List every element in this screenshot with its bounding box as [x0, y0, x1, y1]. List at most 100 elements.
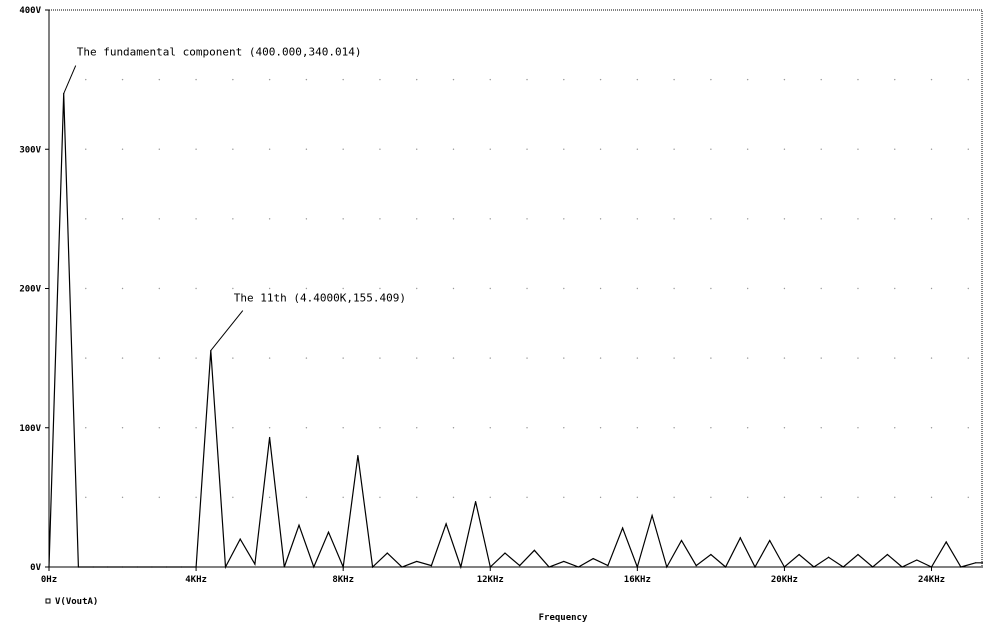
- grid-dot: [195, 148, 197, 150]
- data-point: [975, 562, 977, 564]
- grid-dot: [526, 496, 528, 499]
- x-tick-label: 12KHz: [477, 575, 504, 585]
- data-point: [445, 523, 447, 525]
- grid-dot: [452, 148, 455, 150]
- grid-dot: [305, 427, 308, 429]
- data-point: [195, 566, 197, 568]
- data-point: [754, 566, 756, 568]
- grid-dot: [967, 78, 969, 81]
- data-point: [827, 556, 830, 558]
- grid-dot: [416, 427, 418, 429]
- grid-dot: [379, 218, 381, 220]
- grid-dot: [894, 496, 896, 499]
- data-point: [783, 566, 786, 568]
- data-point: [695, 565, 697, 567]
- grid-dot: [85, 287, 87, 290]
- data-point: [724, 566, 727, 568]
- grid-dot: [894, 427, 896, 429]
- data-point: [666, 566, 668, 568]
- grid-dot: [967, 287, 969, 290]
- data-point: [224, 566, 227, 568]
- grid-dot: [489, 148, 491, 150]
- data-point: [401, 566, 403, 568]
- data-point: [121, 566, 124, 568]
- grid-dot: [930, 357, 933, 359]
- grid-dot: [563, 218, 565, 220]
- grid-dot: [121, 357, 124, 359]
- data-point: [872, 566, 874, 568]
- data-point: [298, 524, 300, 526]
- grid-dot: [158, 496, 161, 499]
- grid-dot: [636, 496, 639, 499]
- data-point: [636, 566, 638, 568]
- grid-dot: [967, 427, 969, 429]
- grid-dot: [452, 496, 455, 499]
- data-point: [474, 500, 477, 503]
- grid-dot: [673, 218, 675, 220]
- grid-dot: [820, 357, 822, 359]
- grid-dot: [85, 357, 87, 359]
- grid-dot: [967, 218, 969, 220]
- grid-dot: [416, 357, 418, 359]
- grid-dot: [452, 357, 455, 359]
- grid-dot: [783, 287, 786, 290]
- grid-dot: [857, 287, 859, 290]
- data-point: [136, 566, 138, 568]
- y-tick-label: 100V: [19, 424, 41, 434]
- data-point: [710, 553, 712, 556]
- grid-dot: [894, 218, 896, 220]
- data-point: [460, 566, 462, 568]
- grid-dot: [673, 496, 675, 499]
- grid-dot: [158, 218, 161, 220]
- grid-dot: [710, 148, 712, 150]
- data-point: [254, 563, 256, 565]
- grid-dot: [857, 357, 859, 359]
- grid-dot: [232, 496, 234, 499]
- grid-dot: [636, 287, 639, 290]
- data-point: [769, 539, 771, 542]
- grid-dot: [121, 78, 124, 81]
- grid-dot: [452, 427, 455, 429]
- data-point: [651, 514, 653, 517]
- grid-dot: [783, 218, 786, 220]
- grid-dot: [746, 218, 749, 220]
- y-tick-label: 0V: [30, 563, 41, 573]
- grid-dot: [305, 218, 308, 220]
- grid-dot: [599, 218, 602, 220]
- x-axis-label: Frequency: [539, 613, 588, 623]
- data-point: [886, 553, 888, 556]
- grid-dot: [268, 357, 271, 359]
- grid-dot: [673, 287, 675, 290]
- axis-ticks: 0Hz 4KHz 8KHz 12KHz 16KHz 20KHz 24KHz 0V 100V 200…: [19, 6, 983, 585]
- grid-dot: [746, 427, 749, 429]
- data-point: [930, 566, 933, 568]
- grid-dot: [489, 218, 491, 220]
- data-point: [960, 566, 962, 568]
- grid-dot: [416, 218, 418, 220]
- grid-dot: [636, 78, 639, 81]
- grid-dot: [342, 427, 344, 429]
- grid-dot: [636, 427, 639, 429]
- grid-dot: [967, 496, 969, 499]
- grid-dot: [820, 496, 822, 499]
- grid-dot: [746, 357, 749, 359]
- x-tick-label: 0Hz: [41, 575, 57, 585]
- grid-dot: [416, 148, 418, 150]
- grid-dot: [930, 218, 933, 220]
- x-tick-label: 4KHz: [185, 575, 207, 585]
- grid-dot: [710, 427, 712, 429]
- grid-dot: [820, 427, 822, 429]
- grid-dot: [85, 218, 87, 220]
- grid-dot: [526, 357, 528, 359]
- y-tick-label: 200V: [19, 285, 41, 295]
- grid-dot: [820, 218, 822, 220]
- data-point: [680, 539, 683, 542]
- grid-dot: [526, 287, 528, 290]
- grid-dot: [305, 148, 308, 150]
- grid-dot: [232, 78, 234, 81]
- grid-dot: [158, 357, 161, 359]
- grid-dot: [232, 357, 234, 359]
- x-tick-label: 24KHz: [918, 575, 945, 585]
